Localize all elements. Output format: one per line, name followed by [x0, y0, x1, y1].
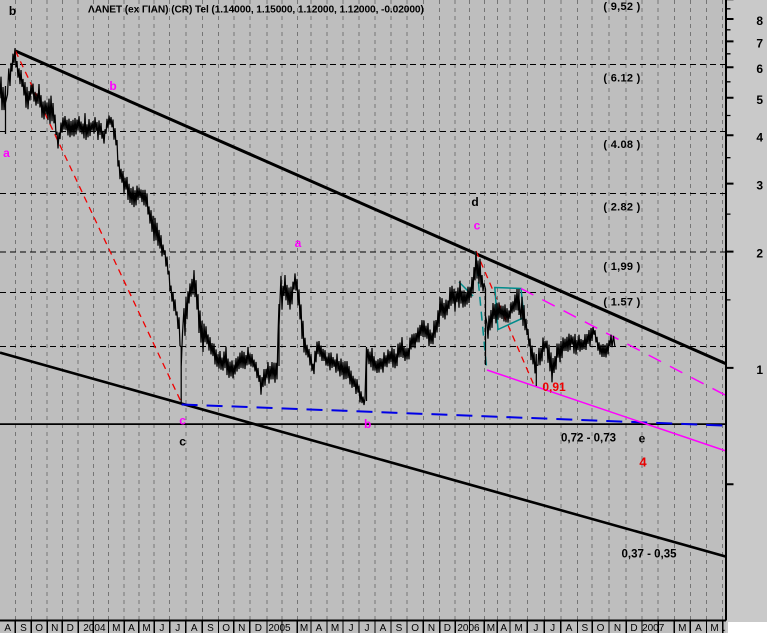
svg-text:.: . [723, 622, 726, 633]
svg-text:a: a [3, 146, 10, 160]
svg-text:A: A [316, 623, 323, 633]
svg-text:O: O [35, 623, 43, 633]
svg-text:M: M [515, 623, 523, 633]
svg-text:7: 7 [756, 36, 763, 50]
svg-text:J: J [533, 623, 538, 633]
svg-text:6: 6 [756, 62, 763, 76]
svg-text:M: M [331, 623, 339, 633]
svg-text:M: M [487, 623, 495, 633]
svg-text:M: M [142, 623, 150, 633]
svg-text:A: A [500, 623, 507, 633]
svg-text:M: M [112, 623, 120, 633]
svg-text:S: S [396, 623, 403, 633]
svg-text:( 1,99 ): ( 1,99 ) [603, 261, 640, 273]
svg-text:D: D [255, 623, 262, 633]
svg-text:A: A [128, 623, 135, 633]
svg-text:D: D [630, 623, 637, 633]
svg-text:5: 5 [756, 93, 763, 107]
svg-text:A: A [191, 623, 198, 633]
svg-text:8: 8 [756, 14, 763, 28]
svg-text:4: 4 [756, 130, 763, 144]
svg-text:( 6.12 ): ( 6.12 ) [603, 73, 640, 85]
svg-text:N: N [428, 623, 435, 633]
svg-text:J: J [550, 623, 555, 633]
svg-text:N: N [238, 623, 245, 633]
svg-text:2006: 2006 [457, 623, 480, 633]
svg-text:c: c [474, 219, 481, 233]
svg-text:N: N [614, 623, 621, 633]
svg-text:d: d [471, 195, 478, 209]
svg-text:0,37 - 0,35: 0,37 - 0,35 [622, 549, 678, 561]
svg-text:A: A [695, 623, 702, 633]
svg-text:A: A [4, 623, 11, 633]
svg-text:J: J [175, 623, 180, 633]
svg-text:A: A [566, 623, 573, 633]
svg-text:M: M [678, 623, 686, 633]
svg-text:2007: 2007 [642, 623, 665, 633]
svg-text:S: S [20, 623, 27, 633]
svg-text:( 2.82 ): ( 2.82 ) [603, 202, 640, 214]
svg-text:( 4.08 ): ( 4.08 ) [603, 139, 640, 151]
svg-text:1: 1 [756, 363, 763, 377]
svg-text:ΛΑΝΕΤ (ex ΓΙΑΝ) (CR) Tel (1.14: ΛΑΝΕΤ (ex ΓΙΑΝ) (CR) Tel (1.14000, 1.150… [88, 5, 424, 16]
svg-text:c: c [179, 435, 186, 449]
svg-text:b: b [109, 79, 116, 93]
svg-text:3: 3 [756, 179, 763, 193]
svg-text:b: b [364, 417, 371, 431]
svg-text:O: O [597, 623, 605, 633]
svg-text:S: S [207, 623, 214, 633]
svg-text:D: D [67, 623, 74, 633]
svg-text:O: O [411, 623, 419, 633]
svg-text:c: c [179, 414, 186, 428]
svg-text:e: e [639, 432, 646, 446]
svg-text:O: O [222, 623, 230, 633]
svg-text:b: b [9, 4, 16, 18]
svg-text:S: S [581, 623, 588, 633]
svg-text:0,72 - 0,73: 0,72 - 0,73 [561, 433, 616, 445]
svg-text:M: M [300, 623, 308, 633]
svg-text:4: 4 [639, 455, 647, 470]
svg-text:2004: 2004 [83, 623, 106, 633]
svg-text:( 1.57 ): ( 1.57 ) [603, 297, 640, 309]
svg-text:0,91: 0,91 [542, 380, 566, 394]
svg-text:2005: 2005 [268, 623, 291, 633]
svg-text:M: M [710, 623, 718, 633]
svg-text:J: J [365, 623, 370, 633]
svg-text:a: a [295, 236, 302, 250]
svg-text:D: D [444, 623, 451, 633]
svg-text:A: A [380, 623, 387, 633]
svg-text:J: J [159, 623, 164, 633]
svg-text:J: J [349, 623, 354, 633]
svg-text:N: N [51, 623, 58, 633]
svg-text:2: 2 [756, 247, 763, 261]
svg-text:( 9,52 ): ( 9,52 ) [603, 1, 640, 13]
